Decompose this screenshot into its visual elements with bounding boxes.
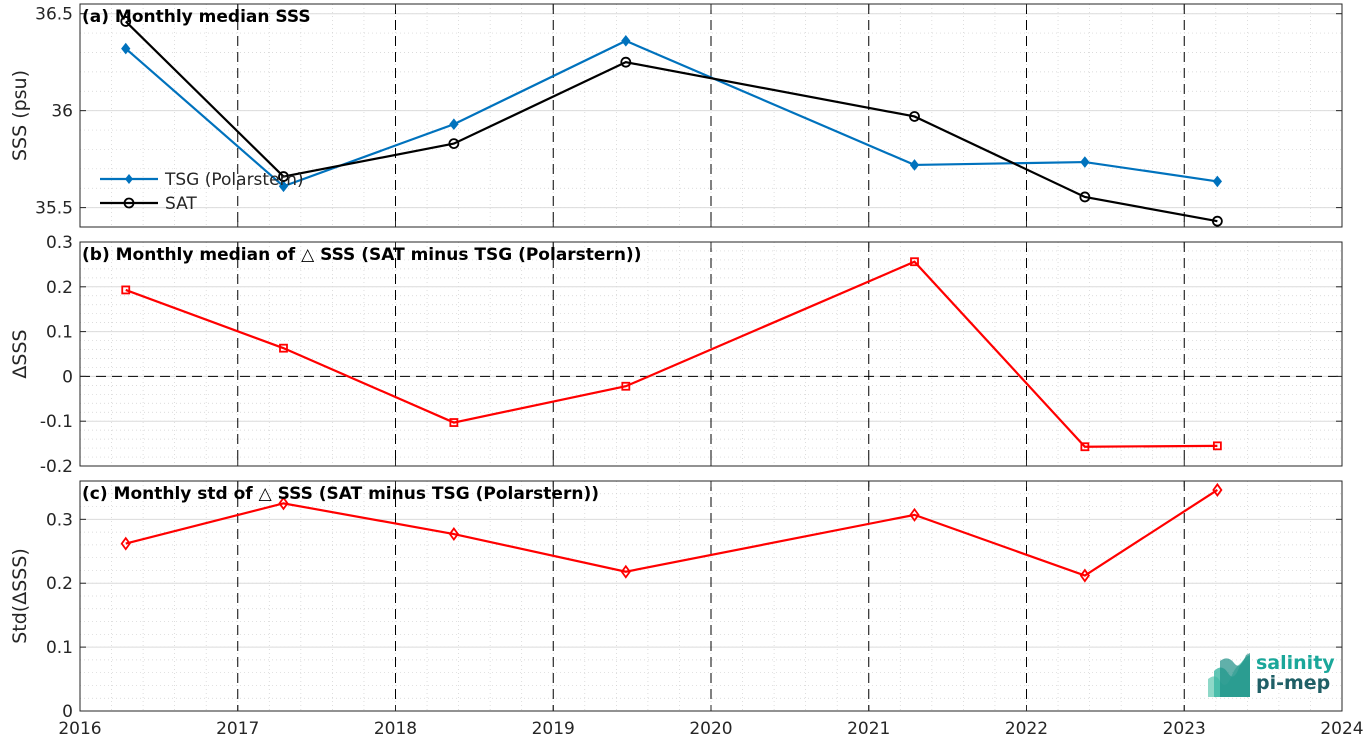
data-point bbox=[278, 496, 289, 511]
data-point bbox=[120, 536, 131, 551]
y-tick-label: 0.1 bbox=[46, 638, 73, 658]
data-point bbox=[1212, 175, 1223, 188]
panel-title: (c) Monthly std of △ SSS (SAT minus TSG … bbox=[82, 484, 599, 504]
data-point bbox=[279, 343, 288, 353]
legend-marker bbox=[123, 197, 135, 209]
data-point bbox=[621, 381, 631, 391]
x-tick-label: 2024 bbox=[1320, 719, 1363, 738]
data-point bbox=[120, 16, 132, 27]
y-axis-label: SSS (psu) bbox=[9, 70, 31, 161]
data-point bbox=[1211, 215, 1223, 227]
panel-title: (b) Monthly median of △ SSS (SAT minus T… bbox=[82, 245, 641, 265]
y-axis-label: ΔSSS bbox=[9, 329, 31, 378]
data-point bbox=[448, 526, 459, 542]
data-point bbox=[1212, 482, 1223, 497]
x-tick-label: 2019 bbox=[532, 719, 575, 738]
y-tick-label: 0.1 bbox=[46, 323, 73, 343]
y-tick-label: 35.5 bbox=[35, 199, 73, 219]
y-tick-label: 0.2 bbox=[46, 278, 73, 298]
y-tick-label: 0.3 bbox=[46, 510, 73, 530]
logo-text-salinity: salinity bbox=[1256, 652, 1335, 674]
series-line bbox=[125, 489, 1218, 577]
data-point bbox=[278, 180, 289, 193]
data-point bbox=[910, 257, 919, 267]
x-tick-label: 2016 bbox=[58, 719, 101, 738]
series-line bbox=[125, 260, 1218, 448]
data-point bbox=[1079, 191, 1091, 203]
data-point bbox=[909, 159, 920, 171]
x-tick-label: 2023 bbox=[1163, 719, 1206, 738]
x-tick-label: 2018 bbox=[374, 719, 417, 738]
salinity-pimep-logo: salinity pi-mep bbox=[1206, 651, 1346, 701]
data-point bbox=[449, 118, 459, 131]
data-point bbox=[621, 35, 631, 47]
y-tick-label: 0.3 bbox=[46, 233, 73, 253]
data-point bbox=[620, 564, 631, 579]
y-axis-label: Std(ΔSSS) bbox=[9, 548, 31, 644]
y-tick-label: 0.2 bbox=[46, 574, 73, 594]
data-point bbox=[909, 507, 920, 522]
data-point bbox=[1080, 442, 1090, 452]
y-tick-label: 0 bbox=[62, 702, 73, 722]
legend-marker bbox=[125, 174, 133, 184]
data-point bbox=[121, 285, 131, 295]
y-tick-label: -0.1 bbox=[40, 412, 73, 432]
x-tick-label: 2022 bbox=[1005, 719, 1048, 738]
panel-c: 0 0.1 0.2 0.3 2016 2017 2018 2019 2020 2021 2022 20… bbox=[9, 480, 1364, 738]
data-point bbox=[1080, 156, 1090, 168]
y-tick-label: 36.5 bbox=[35, 5, 73, 25]
data-point bbox=[121, 42, 131, 55]
data-point bbox=[278, 171, 289, 182]
y-tick-label: -0.2 bbox=[40, 457, 73, 477]
y-tick-label: 0 bbox=[62, 367, 73, 387]
x-tick-label: 2017 bbox=[216, 719, 259, 738]
x-tick-label: 2020 bbox=[689, 719, 732, 738]
panel-b: -0.2 -0.1 0 0.1 0.2 0.3 ΔSSS (b) Monthly median… bbox=[9, 233, 1343, 477]
series-line bbox=[124, 20, 1218, 223]
legend-label: TSG (Polarstern) bbox=[164, 170, 304, 190]
panel-a: 35.5 36 36.5 SSS (psu) (a) Monthly median SS… bbox=[9, 3, 1343, 228]
data-point bbox=[449, 418, 459, 427]
data-point bbox=[620, 56, 632, 68]
data-point bbox=[909, 111, 920, 122]
data-point bbox=[1212, 441, 1222, 451]
legend-label: SAT bbox=[165, 194, 197, 214]
data-point bbox=[448, 138, 460, 150]
panel-title: (a) Monthly median SSS bbox=[82, 7, 311, 27]
x-tick-label: 2021 bbox=[847, 719, 890, 738]
y-tick-label: 36 bbox=[51, 102, 73, 122]
data-point bbox=[1079, 568, 1090, 583]
logo-text-pimep: pi-mep bbox=[1256, 672, 1331, 694]
logo-wave-icon bbox=[1208, 653, 1250, 697]
